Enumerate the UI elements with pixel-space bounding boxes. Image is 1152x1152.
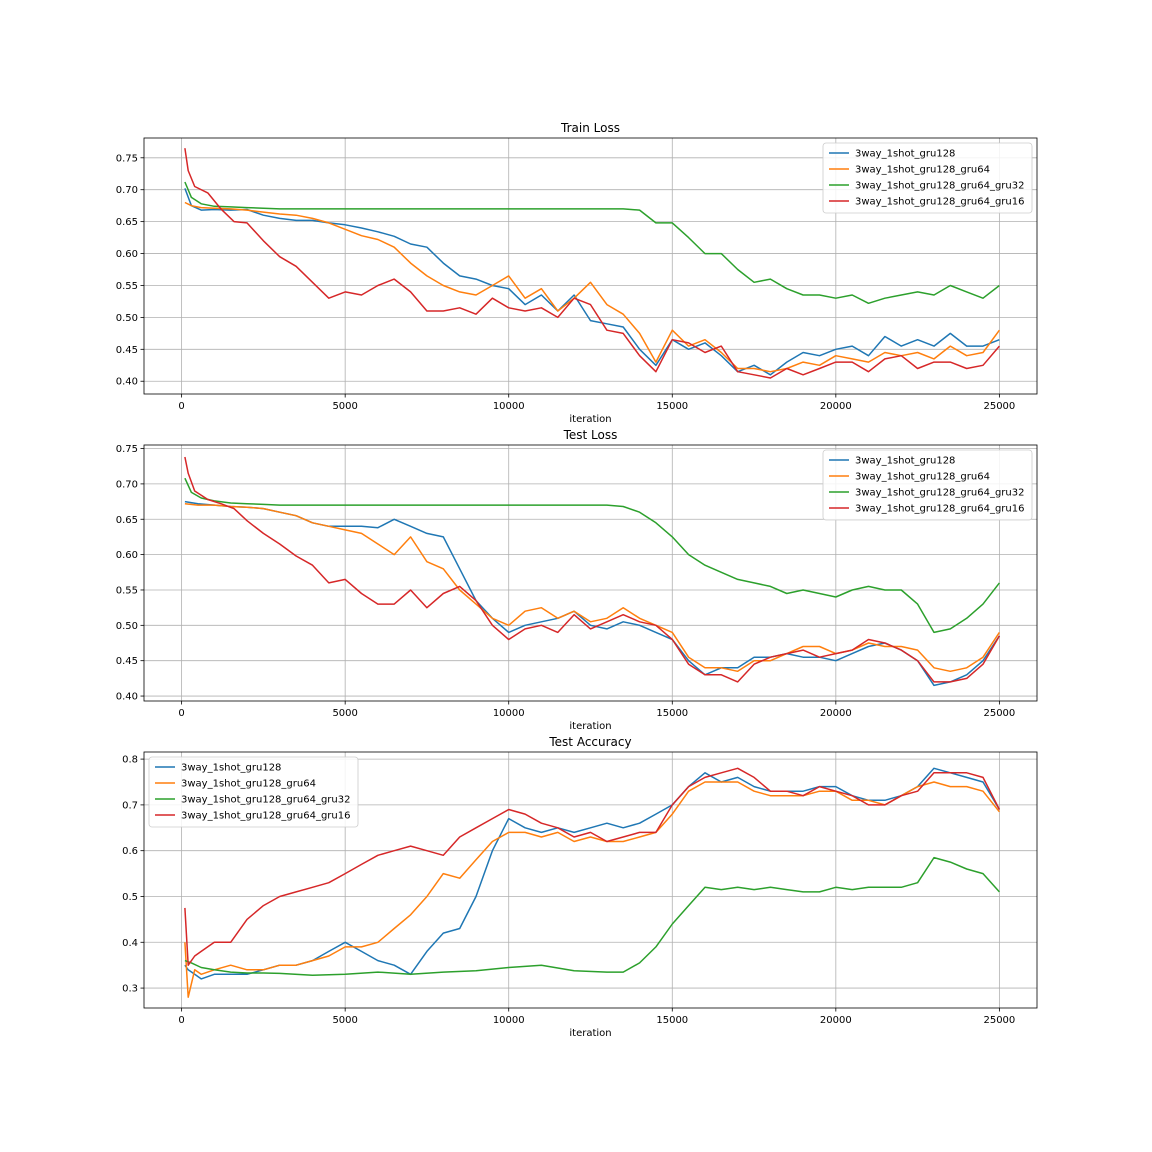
series-group <box>184 456 1001 687</box>
y-tick-label: 0.75 <box>116 444 138 455</box>
y-tick-label: 0.70 <box>116 479 138 490</box>
y-tick-label: 0.6 <box>122 846 138 857</box>
series-line-gru128_gru64 <box>184 781 1000 998</box>
legend-box <box>148 756 359 828</box>
chart-panel-2: 0 5000 10000 15000 20000 25000 0.3 0.4 0.5 0.6 0.7… <box>122 735 1038 1039</box>
x-tick-label: 15000 <box>656 1015 688 1026</box>
legend: 3way_1shot_gru128 3way_1shot_gru128_gru64… <box>822 449 1033 521</box>
y-tick-label: 0.5 <box>122 892 138 903</box>
series-line-gru128 <box>184 500 1001 687</box>
legend-label: 3way_1shot_gru128_gru64_gru16 <box>855 197 1024 208</box>
legend-label: 3way_1shot_gru128_gru64 <box>855 165 990 176</box>
series-line-gru128_gru64_gru16 <box>184 456 1001 683</box>
series-line-gru128_gru64_gru16 <box>184 767 1001 966</box>
x-axis-label: iteration <box>569 414 611 425</box>
legend: 3way_1shot_gru128 3way_1shot_gru128_gru64… <box>822 142 1033 214</box>
y-tick-label: 0.7 <box>122 800 138 811</box>
chart-title: Test Accuracy <box>548 735 631 749</box>
series-line-gru128_gru64_gru32 <box>184 477 1000 634</box>
legend-box <box>822 142 1033 214</box>
legend-label: 3way_1shot_gru128_gru64_gru16 <box>181 811 350 822</box>
y-tick-label: 0.55 <box>116 585 138 596</box>
x-tick-label: 0 <box>178 1015 184 1026</box>
legend-label: 3way_1shot_gru128_gru64_gru16 <box>855 504 1024 515</box>
series-line-gru128_gru64 <box>184 201 1001 373</box>
series-line-gru128_gru64 <box>184 502 1001 673</box>
x-tick-label: 20000 <box>820 401 852 412</box>
legend-label: 3way_1shot_gru128_gru64_gru32 <box>855 488 1024 499</box>
x-tick-label: 25000 <box>983 708 1015 719</box>
y-tick-label: 0.45 <box>116 345 138 356</box>
y-tick-label: 0.60 <box>116 550 138 561</box>
y-tick-label: 0.65 <box>116 515 138 526</box>
legend: 3way_1shot_gru128 3way_1shot_gru128_gru64… <box>148 756 359 828</box>
chart-title: Test Loss <box>563 428 618 442</box>
x-tick-label: 0 <box>178 401 184 412</box>
legend-label: 3way_1shot_gru128_gru64_gru32 <box>855 181 1024 192</box>
x-tick-label: 15000 <box>656 401 688 412</box>
y-tick-label: 0.55 <box>116 281 138 292</box>
series-line-gru128_gru64_gru32 <box>184 856 1000 977</box>
y-tick-label: 0.45 <box>116 656 138 667</box>
y-tick-label: 0.70 <box>116 185 138 196</box>
y-tick-label: 0.40 <box>116 377 138 388</box>
legend-box <box>822 449 1033 521</box>
legend-label: 3way_1shot_gru128_gru64_gru32 <box>181 795 350 806</box>
series-group <box>184 767 1001 998</box>
legend-label: 3way_1shot_gru128_gru64 <box>855 472 990 483</box>
y-tick-label: 0.40 <box>116 692 138 703</box>
legend-label: 3way_1shot_gru128 <box>181 763 281 774</box>
series-line-gru128_gru64_gru32 <box>184 181 1000 305</box>
axes-frame <box>143 137 1038 395</box>
x-tick-label: 15000 <box>656 708 688 719</box>
x-tick-label: 20000 <box>820 1015 852 1026</box>
legend-label: 3way_1shot_gru128 <box>855 456 955 467</box>
x-tick-label: 10000 <box>493 1015 525 1026</box>
x-axis-label: iteration <box>569 721 611 732</box>
y-tick-label: 0.75 <box>116 153 138 164</box>
y-tick-label: 0.50 <box>116 621 138 632</box>
y-tick-label: 0.3 <box>122 984 138 995</box>
y-tick-label: 0.8 <box>122 755 138 766</box>
axes-frame <box>143 444 1038 702</box>
x-tick-label: 5000 <box>332 708 357 719</box>
legend-label: 3way_1shot_gru128 <box>855 149 955 160</box>
series-line-gru128 <box>184 188 1000 376</box>
x-tick-label: 10000 <box>493 401 525 412</box>
y-tick-label: 0.50 <box>116 313 138 324</box>
x-tick-label: 10000 <box>493 708 525 719</box>
y-tick-label: 0.60 <box>116 249 138 260</box>
x-axis-label: iteration <box>569 1028 611 1039</box>
y-tick-label: 0.65 <box>116 217 138 228</box>
legend-label: 3way_1shot_gru128_gru64 <box>181 779 316 790</box>
x-tick-label: 5000 <box>332 401 357 412</box>
chart-panel-0: 0 5000 10000 15000 20000 25000 0.40 0.45 0.50 0.5… <box>116 121 1038 425</box>
x-tick-label: 25000 <box>983 1015 1015 1026</box>
x-tick-label: 5000 <box>332 1015 357 1026</box>
series-line-gru128_gru64_gru16 <box>184 148 1000 379</box>
chart-panel-1: 0 5000 10000 15000 20000 25000 0.40 0.45 0.50 0.5… <box>116 428 1038 732</box>
series-group <box>184 148 1001 379</box>
x-tick-label: 0 <box>178 708 184 719</box>
x-tick-label: 25000 <box>983 401 1015 412</box>
chart-title: Train Loss <box>560 121 620 135</box>
x-tick-label: 20000 <box>820 708 852 719</box>
y-tick-label: 0.4 <box>122 938 138 949</box>
axes-frame <box>143 751 1038 1009</box>
